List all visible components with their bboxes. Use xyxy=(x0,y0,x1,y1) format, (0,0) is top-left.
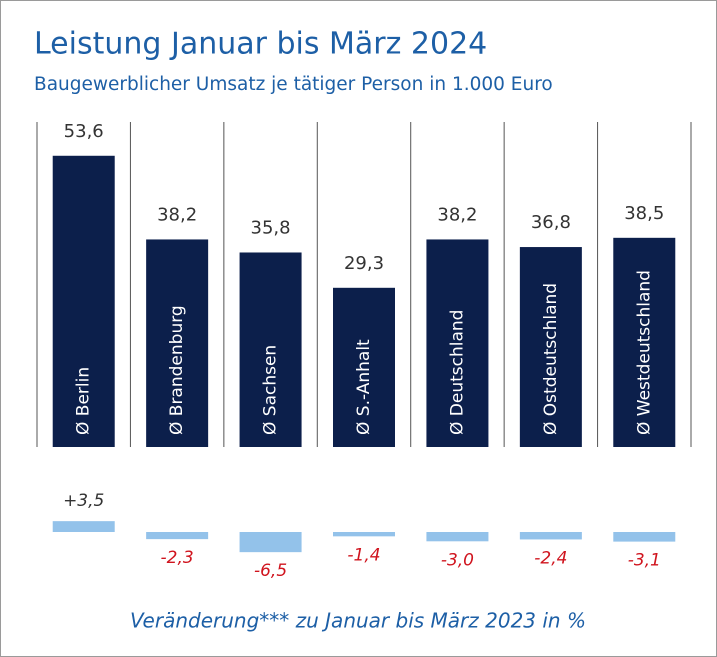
bar xyxy=(519,532,582,540)
value-label: 36,8 xyxy=(531,212,571,233)
value-label: -2,3 xyxy=(161,548,194,568)
bar xyxy=(52,155,115,448)
value-label: +3,5 xyxy=(63,491,104,511)
bar xyxy=(426,239,489,447)
bar xyxy=(146,239,209,447)
category-label: Ø Brandenburg xyxy=(167,305,187,435)
chart-subtitle: Baugewerblicher Umsatz je tätiger Person… xyxy=(34,74,553,95)
value-label: 29,3 xyxy=(344,253,384,274)
value-label: -3,1 xyxy=(628,551,661,571)
value-label: 53,6 xyxy=(64,121,104,142)
value-label: -3,0 xyxy=(441,550,474,570)
chart-title: Leistung Januar bis März 2024 xyxy=(34,27,487,62)
bar xyxy=(146,532,209,540)
value-label: 35,8 xyxy=(251,217,291,238)
value-label: -1,4 xyxy=(347,545,380,565)
caption: Veränderung*** zu Januar bis März 2023 i… xyxy=(130,609,586,633)
bar xyxy=(333,532,395,537)
bar xyxy=(613,237,676,447)
bar xyxy=(239,252,302,447)
value-label: 38,2 xyxy=(437,204,477,225)
category-label: Ø Berlin xyxy=(74,367,94,435)
value-label: -6,5 xyxy=(254,561,287,581)
bar xyxy=(613,532,676,542)
bar xyxy=(239,532,302,553)
bar xyxy=(426,532,489,542)
bar xyxy=(333,287,395,447)
bar xyxy=(519,247,582,447)
bar xyxy=(52,521,115,532)
category-label: Ø Westdeutschland xyxy=(634,270,654,435)
category-label: Ø Sachsen xyxy=(261,345,281,435)
value-label: -2,4 xyxy=(534,548,567,568)
category-label: Ø Deutschland xyxy=(447,310,467,435)
value-label: 38,2 xyxy=(157,204,197,225)
category-label: Ø Ostdeutschland xyxy=(541,283,561,435)
value-label: 38,5 xyxy=(624,203,664,224)
category-label: Ø S.-Anhalt xyxy=(354,339,374,435)
